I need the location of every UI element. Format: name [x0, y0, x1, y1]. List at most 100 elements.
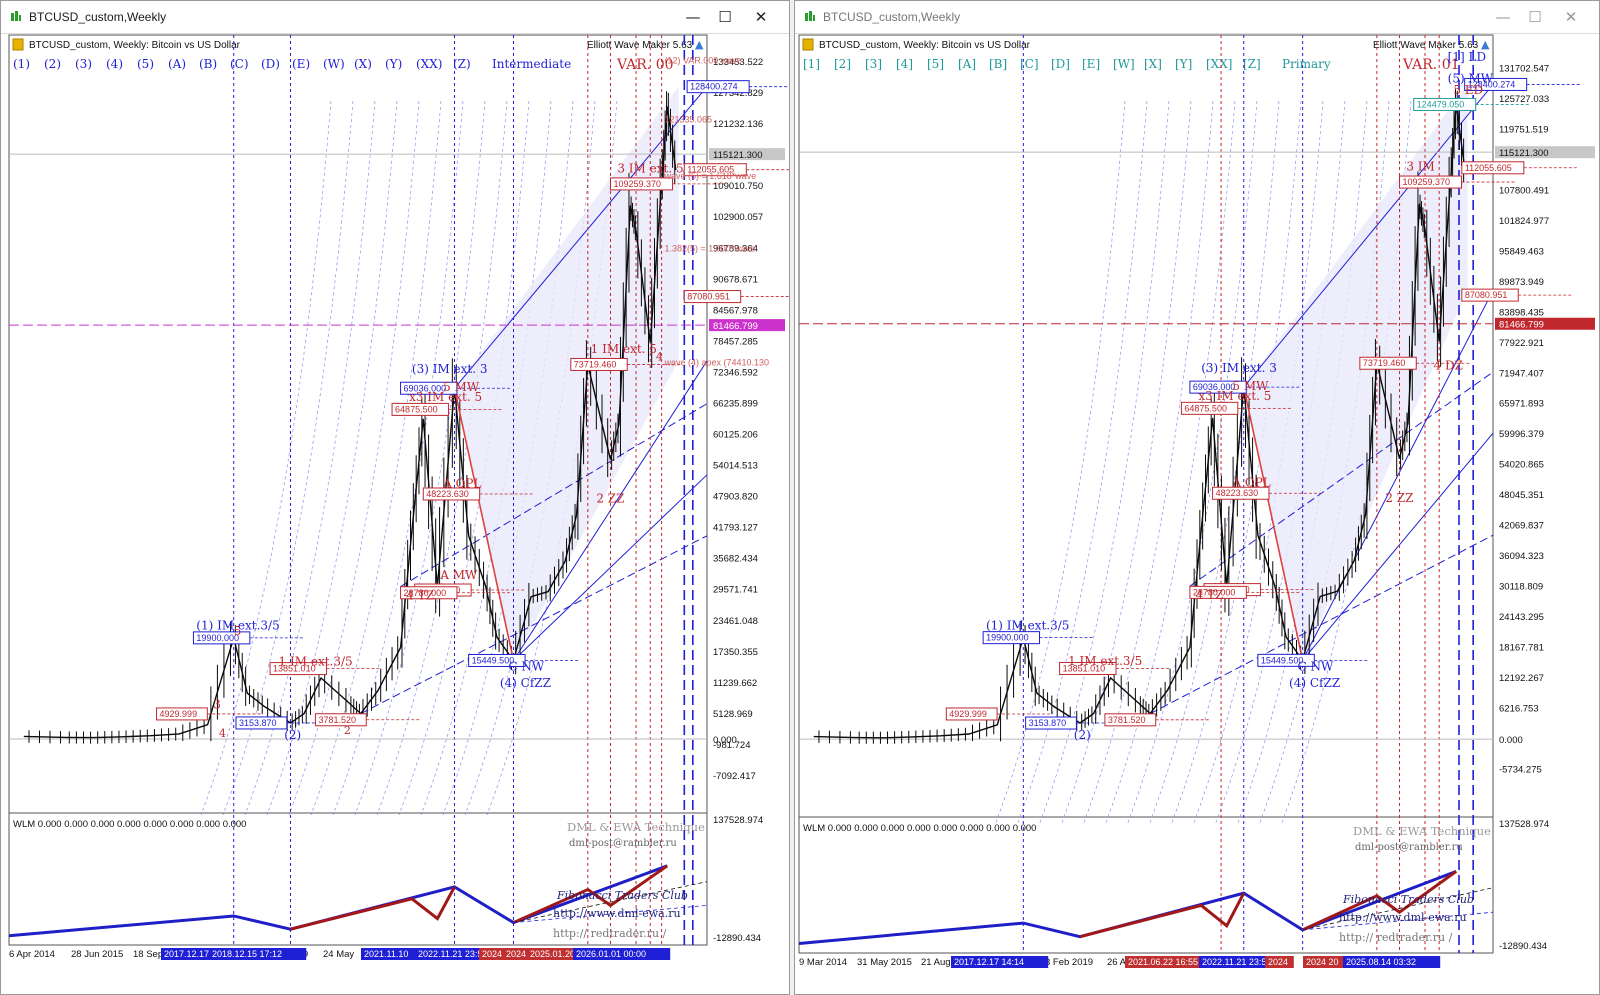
price-tick-label: 127342.829 [713, 88, 763, 99]
target-annotation: 121335.065 [664, 115, 712, 125]
wave-label: (2) [1074, 728, 1091, 742]
wave-button: [4] [896, 57, 913, 71]
price-label: 48223.630 [1216, 488, 1259, 498]
price-label: 73719.460 [1363, 358, 1406, 368]
chart-window-right[interactable]: BTCUSD_custom,Weekly — ☐ ✕ BTCUSD_custom… [794, 0, 1600, 995]
wave-button: (Y) [385, 57, 402, 71]
window-title: BTCUSD_custom,Weekly [823, 10, 961, 24]
price-label: 112055.605 [687, 165, 734, 175]
wave-label: 1 IM ext.3/5 [279, 654, 353, 668]
chart-header: BTCUSD_custom, Weekly: Bitcoin vs US Dol… [819, 40, 1031, 51]
price-tick-label: 96789.364 [713, 243, 758, 254]
price-tick-label: 6216.753 [1499, 703, 1539, 714]
minimize-button[interactable]: — [1495, 8, 1511, 26]
wave-label: (5) MW [1448, 71, 1494, 85]
wave-label: (1) IM ext.3/5 [196, 619, 279, 633]
fib-fan-arc [288, 100, 420, 816]
price-tick-label: 5128.969 [713, 709, 753, 720]
wave-button: (W) [323, 57, 345, 71]
price-label: 87080.951 [687, 292, 730, 302]
price-tick-label: 47903.820 [713, 492, 758, 503]
channel-line [1302, 290, 1494, 661]
price-label-box [1359, 356, 1417, 370]
wave-label: 2 [344, 724, 351, 737]
fib-fan-arc [464, 100, 596, 816]
price-chart-left[interactable]: BTCUSD_custom, Weekly: Bitcoin vs US Dol… [1, 33, 789, 995]
fib-fan-arc [1170, 100, 1302, 826]
credit-line: Fibonacci Traders Club [556, 889, 688, 902]
price-tick-label: 83898.435 [1499, 307, 1544, 318]
wave-label: (3) IM ext. 3 [1201, 361, 1277, 375]
fib-fan-arc [354, 100, 486, 816]
price-label: 4929.999 [160, 709, 198, 719]
fib-fan-arc [1038, 100, 1170, 826]
price-tick-label: 72346.592 [713, 367, 758, 378]
price-label: 112055.605 [1465, 163, 1512, 173]
channel-line [1189, 371, 1494, 587]
price-label: 48223.630 [426, 489, 469, 499]
wave-label: [1] LD [1448, 50, 1486, 64]
maximize-button[interactable]: ☐ [718, 8, 732, 26]
degree-label: Primary [1282, 57, 1331, 71]
wave-label: 4 [656, 350, 663, 363]
price-tick-label: 77922.921 [1499, 338, 1544, 349]
date-box [1343, 956, 1441, 968]
price-label: 87080.951 [1465, 290, 1508, 300]
date-box-label: 2021.06.22 16:55 [1128, 957, 1198, 967]
close-button[interactable]: ✕ [1564, 8, 1578, 26]
target-annotation: 1.382(5) = 1.000*wave [664, 243, 755, 253]
wave-button: [W] [1113, 57, 1135, 71]
axis-price-highlight [1495, 317, 1595, 330]
window-titlebar[interactable]: BTCUSD_custom,Weekly — ☐ ✕ [1, 1, 789, 34]
wave-label: A MW [439, 568, 478, 582]
expert-icon [802, 38, 814, 51]
price-chart-right[interactable]: BTCUSD_custom, Weekly: Bitcoin vs US Dol… [795, 33, 1599, 995]
close-button[interactable]: ✕ [754, 8, 768, 26]
fib-fan-arc [994, 100, 1126, 826]
wlm-tick-label: -12890.434 [1499, 941, 1547, 952]
price-tick-label: 115121.300 [1499, 148, 1549, 159]
date-box-label: 2025.08.14 03:32 [1346, 957, 1416, 967]
wlm-tick-label: 137528.974 [713, 815, 763, 826]
target-annotation: wave (4) apex (74410.130 [663, 358, 769, 368]
date-axis-label: 9 Mar 2014 [799, 957, 847, 968]
date-box-label: 2018.12.15 17:12 [212, 949, 282, 959]
price-tick-label: -5734.275 [1499, 764, 1542, 775]
minimize-button[interactable]: — [685, 8, 701, 26]
chart-window-left[interactable]: BTCUSD_custom,Weekly — ☐ ✕ BTCUSD_custom… [0, 0, 790, 995]
axis-price-highlight [709, 319, 785, 332]
price-tick-label: 36094.323 [1499, 551, 1544, 562]
wave-button: [1] [803, 57, 820, 71]
wlm-trend-line [1302, 911, 1494, 931]
wave-label: 1 IM ext.3/5 [1068, 654, 1142, 668]
wave-label: 5 MW [443, 380, 480, 394]
window-titlebar[interactable]: BTCUSD_custom,Weekly — ☐ ✕ [795, 1, 1599, 34]
wave-label: (2) [284, 728, 301, 742]
maximize-button[interactable]: ☐ [1528, 8, 1542, 26]
price-label: 64875.500 [395, 404, 438, 414]
chart-header: BTCUSD_custom, Weekly: Bitcoin vs US Dol… [29, 40, 241, 51]
wlm-red-zigzag [290, 886, 456, 931]
date-box [573, 948, 671, 960]
date-box-label: 2024 20 [1306, 957, 1339, 967]
fib-fan-arc [222, 100, 354, 816]
fib-fan-arc [398, 100, 530, 816]
fib-fan-arc [420, 100, 552, 816]
credit-line: Fibonacci Traders Club [1342, 893, 1474, 906]
price-label: 69036.000 [404, 383, 447, 393]
wave-label: 3 IM [1406, 160, 1434, 174]
price-label: 3153.870 [1029, 718, 1067, 728]
wave-button: [3] [865, 57, 882, 71]
wave-label: 4 [219, 727, 226, 740]
price-label: 128400.274 [1468, 79, 1516, 89]
fib-fan-arc [1082, 100, 1214, 826]
wlm-red-zigzag [512, 864, 669, 924]
chart-window-icon [11, 11, 21, 21]
wave-label: 5 MW [1232, 379, 1269, 393]
price-tick-label: 90678.671 [713, 274, 758, 285]
date-box [361, 948, 424, 960]
date-box [951, 956, 1049, 968]
wave-button: (A) [168, 57, 186, 71]
date-box-label: 2017.12.17 14:14 [954, 957, 1024, 967]
date-box-label: 2024 [506, 949, 526, 959]
